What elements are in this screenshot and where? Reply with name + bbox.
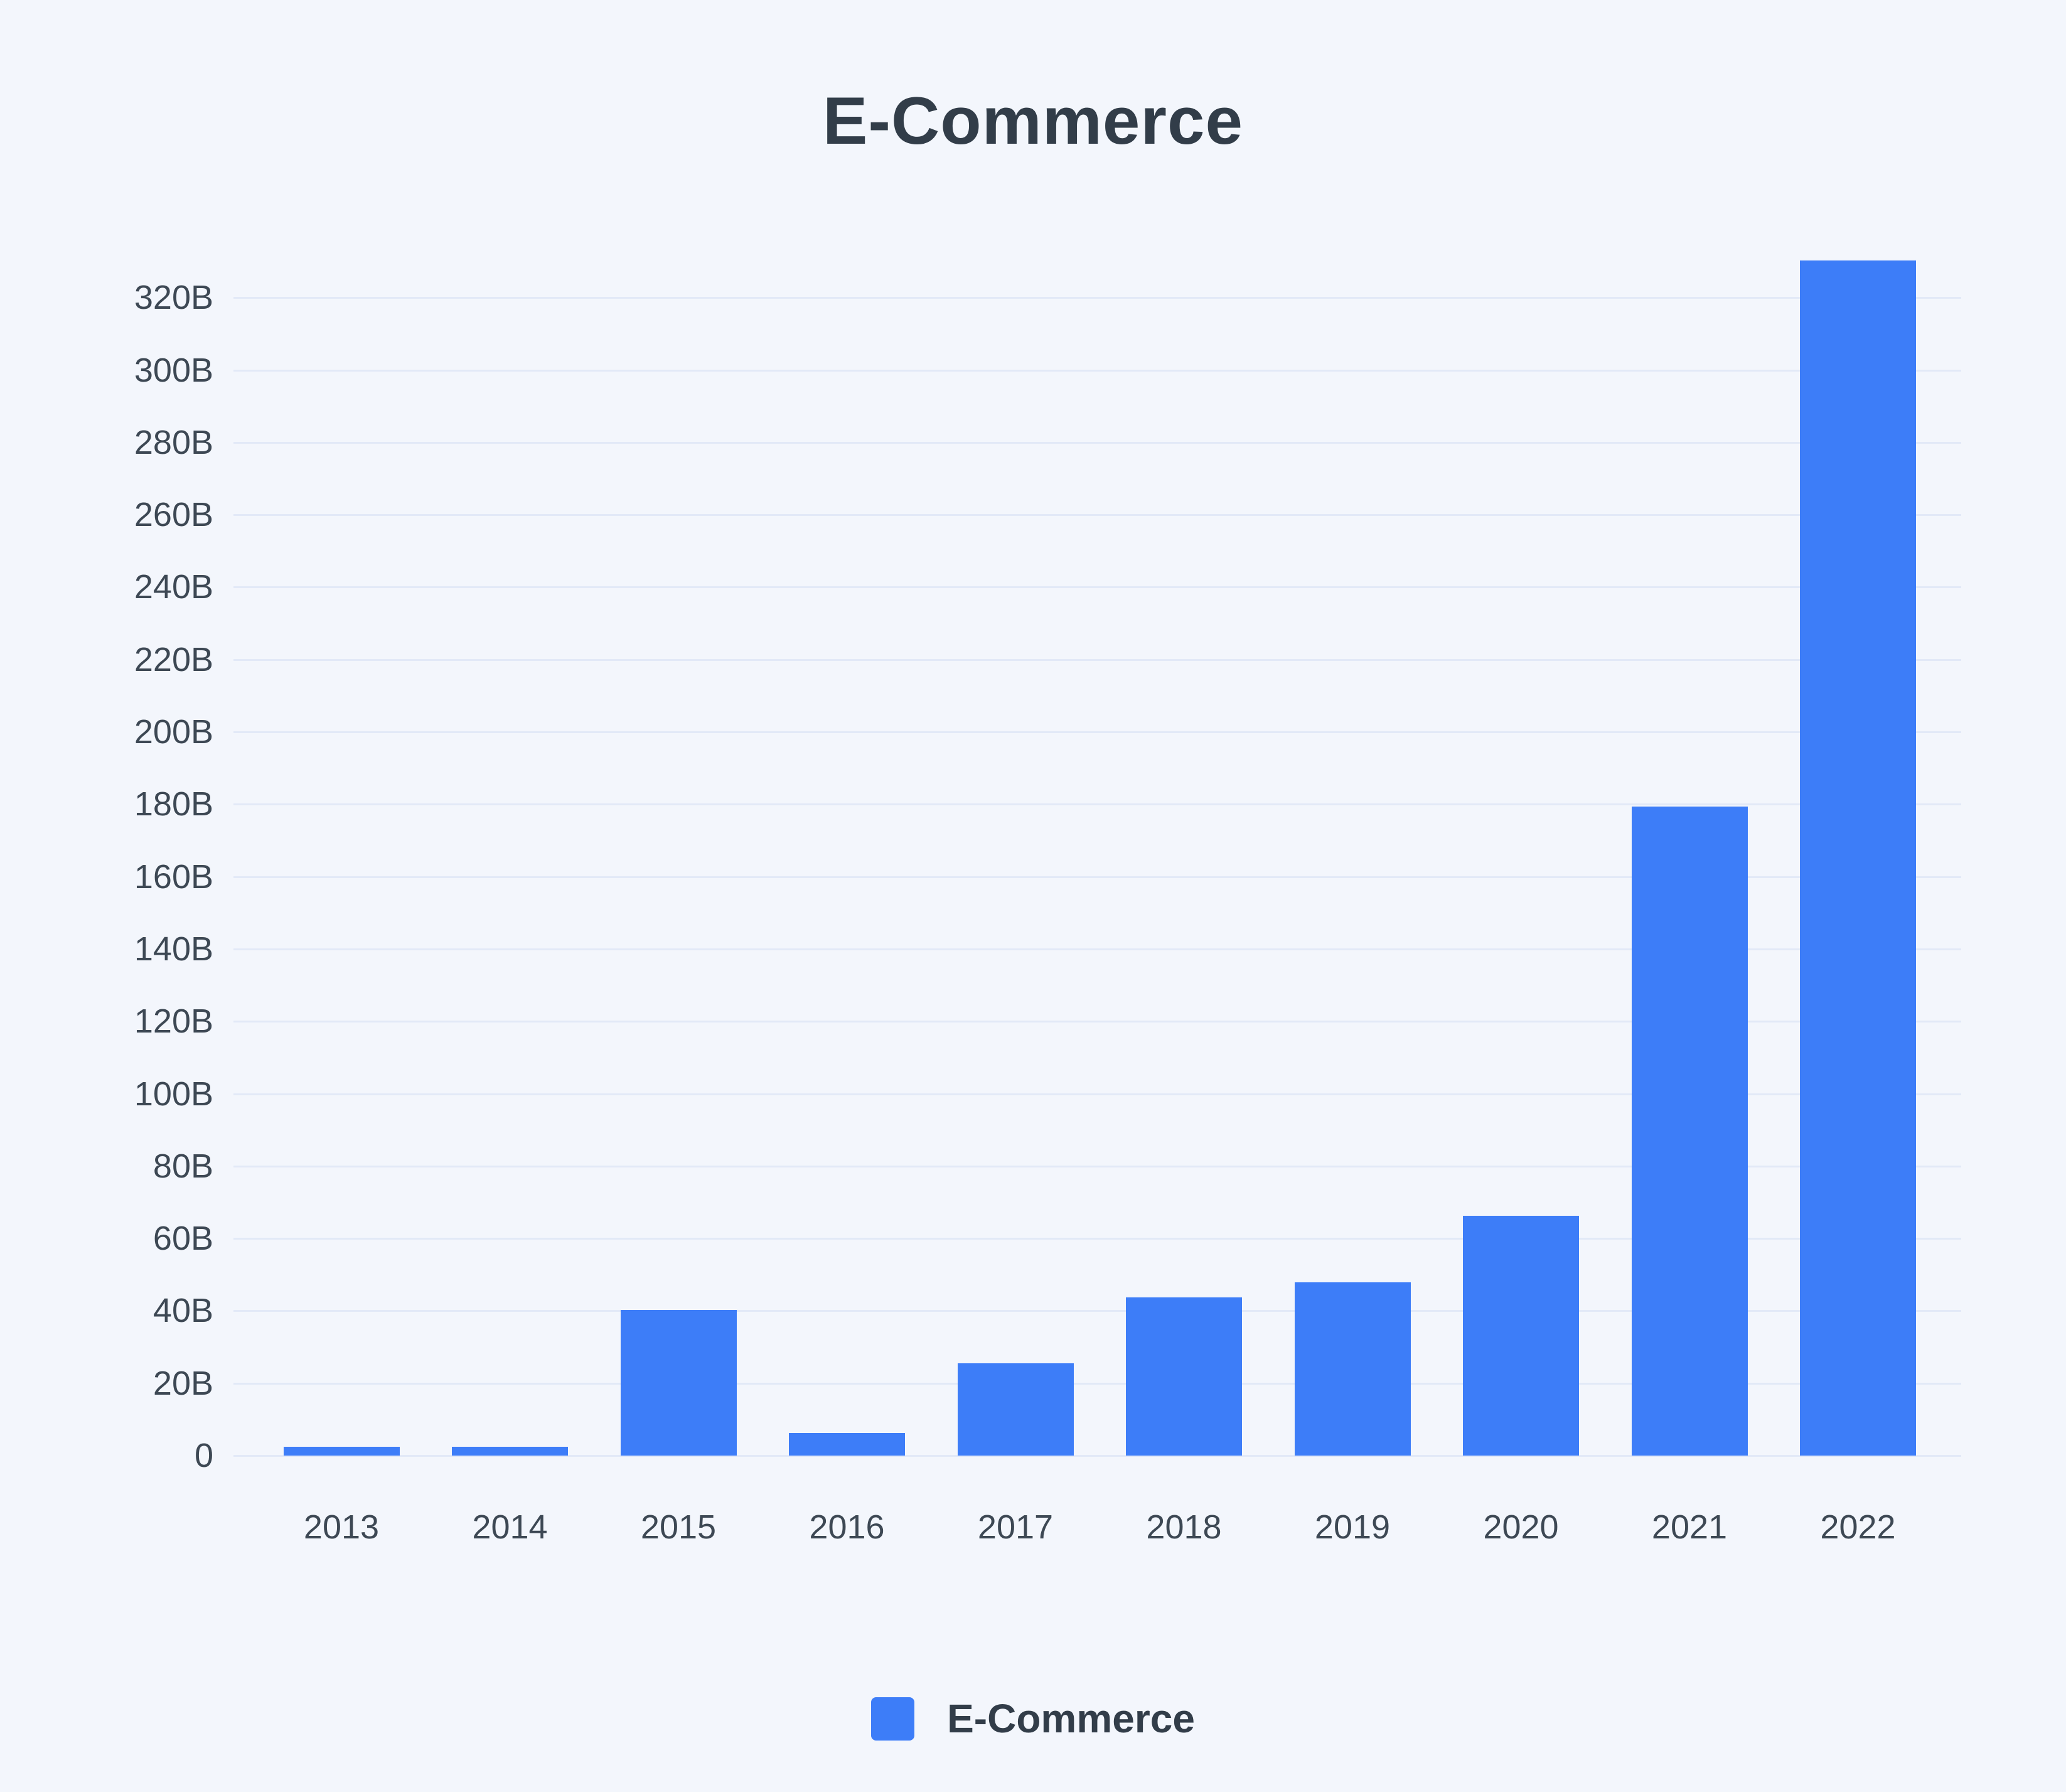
- bar-2013[interactable]: [284, 1447, 400, 1456]
- y-gridline-0: [233, 1455, 1961, 1457]
- bar-2022[interactable]: [1800, 260, 1916, 1456]
- y-axis-tick-label-120B: 120B: [134, 1002, 213, 1041]
- y-axis-tick-label-200B: 200B: [134, 713, 213, 751]
- x-axis-tick-label-2013: 2013: [303, 1508, 380, 1546]
- x-axis-tick-label-2015: 2015: [640, 1508, 717, 1546]
- y-gridline-40B: [233, 1310, 1961, 1312]
- bar-2017[interactable]: [958, 1363, 1074, 1456]
- y-axis-tick-label-260B: 260B: [134, 496, 213, 534]
- legend-series-label: E-Commerce: [947, 1696, 1195, 1741]
- y-gridline-240B: [233, 586, 1961, 589]
- legend[interactable]: E-Commerce: [0, 1695, 2066, 1742]
- x-axis-tick-label-2016: 2016: [809, 1508, 885, 1546]
- x-axis-tick-label-2019: 2019: [1314, 1508, 1391, 1546]
- y-gridline-260B: [233, 514, 1961, 517]
- bar-2016[interactable]: [789, 1433, 905, 1456]
- y-gridline-60B: [233, 1238, 1961, 1240]
- x-axis-tick-label-2020: 2020: [1483, 1508, 1559, 1546]
- y-axis-tick-label-320B: 320B: [134, 279, 213, 317]
- y-gridline-180B: [233, 803, 1961, 806]
- y-axis-tick-label-0: 0: [194, 1437, 213, 1474]
- y-axis-tick-label-180B: 180B: [134, 785, 213, 824]
- bar-2015[interactable]: [621, 1310, 737, 1456]
- y-axis-tick-label-80B: 80B: [153, 1147, 213, 1185]
- bar-2014[interactable]: [452, 1447, 568, 1456]
- y-axis-tick-label-300B: 300B: [134, 351, 213, 389]
- x-axis-tick-label-2017: 2017: [977, 1508, 1054, 1546]
- y-gridline-160B: [233, 876, 1961, 878]
- y-axis-tick-label-140B: 140B: [134, 930, 213, 968]
- bar-2020[interactable]: [1463, 1216, 1579, 1456]
- y-axis-tick-label-100B: 100B: [134, 1075, 213, 1113]
- y-gridline-80B: [233, 1165, 1961, 1167]
- y-gridline-300B: [233, 369, 1961, 372]
- y-axis-tick-label-20B: 20B: [153, 1364, 213, 1402]
- x-axis-tick-label-2014: 2014: [472, 1508, 548, 1546]
- bar-2021[interactable]: [1632, 807, 1748, 1456]
- y-gridline-100B: [233, 1093, 1961, 1095]
- y-gridline-320B: [233, 297, 1961, 299]
- y-axis-tick-label-280B: 280B: [134, 423, 213, 461]
- y-axis-tick-label-60B: 60B: [153, 1220, 213, 1258]
- y-axis-tick-label-160B: 160B: [134, 857, 213, 896]
- bar-2019[interactable]: [1295, 1282, 1411, 1456]
- y-gridline-20B: [233, 1382, 1961, 1385]
- x-axis-tick-label-2022: 2022: [1820, 1508, 1896, 1546]
- y-gridline-140B: [233, 948, 1961, 950]
- y-axis-tick-label-40B: 40B: [153, 1292, 213, 1330]
- x-axis-tick-label-2018: 2018: [1146, 1508, 1222, 1546]
- legend-swatch-icon: [871, 1697, 915, 1741]
- y-gridline-120B: [233, 1021, 1961, 1023]
- y-gridline-280B: [233, 441, 1961, 444]
- y-axis-tick-label-240B: 240B: [134, 568, 213, 606]
- bar-2018[interactable]: [1126, 1297, 1242, 1456]
- x-axis-tick-label-2021: 2021: [1651, 1508, 1728, 1546]
- chart-title: E-Commerce: [822, 83, 1244, 158]
- y-axis-tick-label-220B: 220B: [134, 640, 213, 679]
- y-gridline-200B: [233, 731, 1961, 733]
- y-gridline-220B: [233, 658, 1961, 661]
